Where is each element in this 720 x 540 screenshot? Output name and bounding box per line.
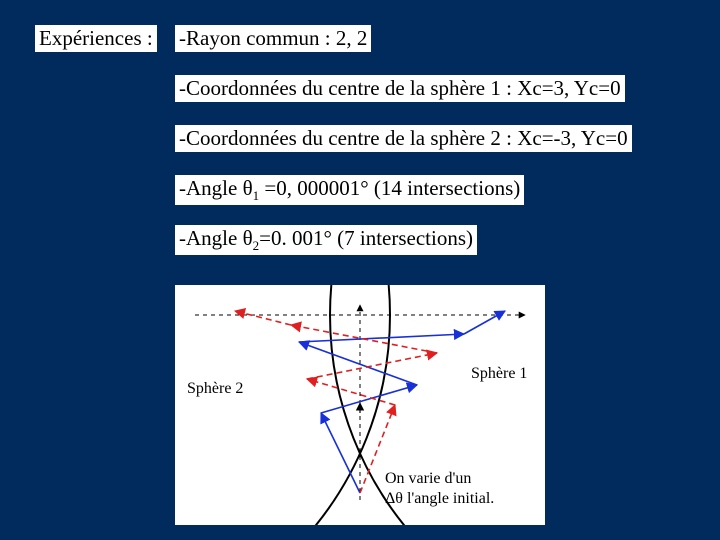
angle1-suffix: =0, 000001° (14 intersections)	[259, 176, 520, 200]
diagram-svg	[175, 285, 545, 525]
line-rayon: -Rayon commun : 2, 2	[175, 25, 371, 52]
slide: { "text": { "l1a": "Expériences :", "l1b…	[0, 0, 720, 540]
line-sphere1-coords: -Coordonnées du centre de la sphère 1 : …	[175, 75, 625, 102]
label-sphere1: Sphère 1	[471, 365, 527, 383]
angle2-prefix: -Angle θ	[179, 226, 253, 250]
angle2-suffix: =0. 001° (7 intersections)	[259, 226, 473, 250]
angle1-prefix: -Angle θ	[179, 176, 253, 200]
label-sphere2: Sphère 2	[187, 380, 243, 398]
line-angle2: -Angle θ2=0. 001° (7 intersections)	[175, 225, 477, 255]
line-angle1: -Angle θ1 =0, 000001° (14 intersections)	[175, 175, 524, 205]
diagram-figure: Sphère 2 Sphère 1 On varie d'un Δθ l'ang…	[175, 285, 545, 525]
label-caption-1: On varie d'un	[385, 470, 471, 488]
line-sphere2-coords: -Coordonnées du centre de la sphère 2 : …	[175, 125, 632, 152]
label-caption-2: Δθ l'angle initial.	[385, 490, 494, 508]
line-experiences-label: Expériences :	[35, 25, 157, 52]
